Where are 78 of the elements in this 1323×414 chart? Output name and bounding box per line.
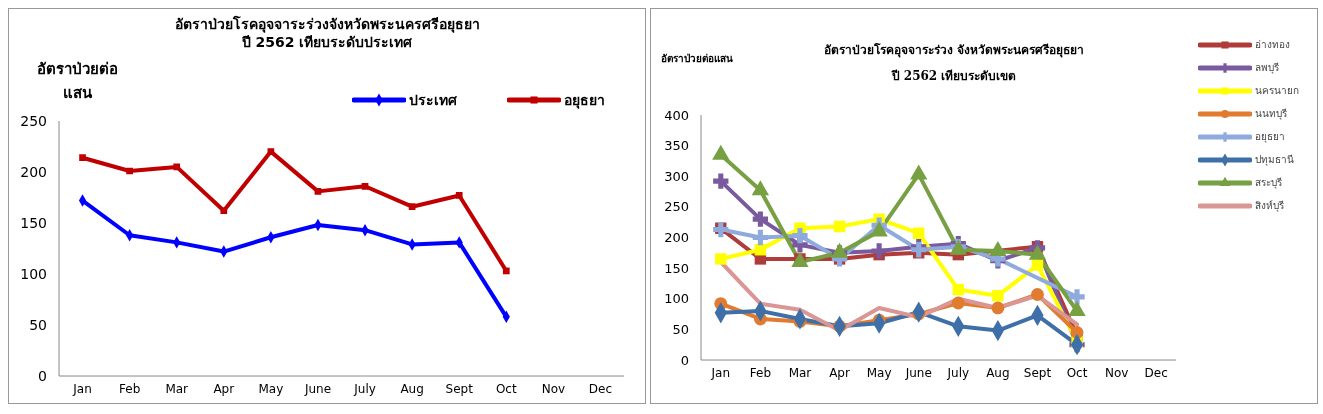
point xyxy=(79,154,86,162)
point xyxy=(220,207,228,215)
point xyxy=(715,253,727,265)
x-tick-label: Sept xyxy=(1023,365,1052,380)
point xyxy=(314,188,322,195)
x-tick-label: June xyxy=(303,381,332,396)
x-tick-label: Apr xyxy=(213,381,235,396)
x-tick-label: May xyxy=(866,365,892,380)
y-tick-label: 200 xyxy=(664,230,689,245)
point xyxy=(173,163,181,171)
legend-label: สิงห์บุรี xyxy=(1255,199,1284,213)
point xyxy=(792,228,808,244)
x-tick-label: Sept xyxy=(445,381,474,396)
y-tick-label: 300 xyxy=(664,168,689,184)
y-tick-label: 400 xyxy=(664,107,689,123)
point xyxy=(752,229,769,246)
legend-label: สระบุรี xyxy=(1255,176,1282,190)
point xyxy=(1031,259,1044,271)
x-tick-label: Apr xyxy=(829,365,850,380)
y-tick-label: 200 xyxy=(20,164,47,180)
x-tick-label: July xyxy=(946,365,970,380)
point xyxy=(913,227,925,239)
x-tick-label: Jan xyxy=(72,381,92,396)
x-tick-label: Dec xyxy=(1144,365,1168,380)
y-tick-label: 50 xyxy=(672,321,689,337)
point xyxy=(126,167,133,175)
x-tick-label: Aug xyxy=(400,381,424,396)
x-tick-label: Feb xyxy=(749,365,771,380)
x-tick-label: May xyxy=(258,381,284,396)
point xyxy=(833,220,846,233)
x-tick-label: Oct xyxy=(1066,365,1088,380)
legend-label: นนทบุรี xyxy=(1255,107,1287,121)
point xyxy=(455,192,463,199)
x-tick-label: Nov xyxy=(1104,365,1129,380)
legend-label: ปทุมธานี xyxy=(1255,153,1294,167)
x-tick-label: Jan xyxy=(710,365,731,380)
y-tick-label: 250 xyxy=(664,199,689,215)
legend-label: อยุธยา xyxy=(564,91,605,111)
y-tick-label: 350 xyxy=(664,138,689,154)
point xyxy=(1069,289,1085,305)
legend-label: ประเทศ xyxy=(409,91,457,110)
y-tick-label: 100 xyxy=(20,266,47,282)
y-tick-label: 50 xyxy=(29,317,47,333)
point xyxy=(502,267,510,275)
point xyxy=(951,296,965,310)
chart-title: อัตราป่วยโรคอุจจาระร่วงจังหวัดพระนครศรีอยุธยา ปี 2562 เทียบระดับประเทศ xyxy=(173,15,481,51)
point xyxy=(267,148,275,155)
point xyxy=(713,173,729,189)
point xyxy=(1031,288,1044,301)
legend-label: นครนายก xyxy=(1255,84,1299,98)
y-tick-label: 250 xyxy=(20,113,47,129)
x-tick-label: Aug xyxy=(986,365,1010,380)
x-tick-label: July xyxy=(353,381,376,396)
x-tick-label: Mar xyxy=(165,381,189,396)
y-axis-title: อัตราป่วยต่อแสน xyxy=(661,52,733,66)
point xyxy=(361,182,369,190)
point xyxy=(992,289,1004,302)
y-tick-label: 0 xyxy=(680,352,689,368)
chart-title: อัตราป่วยโรคอุจจาระร่วง จังหวัดพระนครศรีอยุธยา ปี 2562 เทียบระดับเขต xyxy=(823,43,1085,83)
y-tick-label: 0 xyxy=(38,368,47,384)
x-tick-label: Feb xyxy=(119,381,141,396)
y-tick-label: 150 xyxy=(664,260,689,276)
x-tick-label: Oct xyxy=(495,381,517,396)
x-tick-label: Dec xyxy=(588,381,613,396)
legend-label: ลพบุรี xyxy=(1255,61,1279,75)
x-tick-label: Nov xyxy=(541,381,566,396)
x-tick-label: June xyxy=(904,365,932,380)
point xyxy=(871,243,887,259)
point xyxy=(408,203,416,211)
point xyxy=(752,211,769,227)
point xyxy=(952,283,964,296)
y-tick-label: 150 xyxy=(20,215,47,231)
point xyxy=(991,301,1005,315)
legend-label: อยุธยา xyxy=(1255,130,1285,144)
y-tick-label: 100 xyxy=(664,291,689,307)
x-tick-label: Mar xyxy=(788,365,812,380)
y-axis-title: อัตราป่วยต่อ แสน xyxy=(37,59,118,104)
legend-label: อ่างทอง xyxy=(1255,38,1290,52)
